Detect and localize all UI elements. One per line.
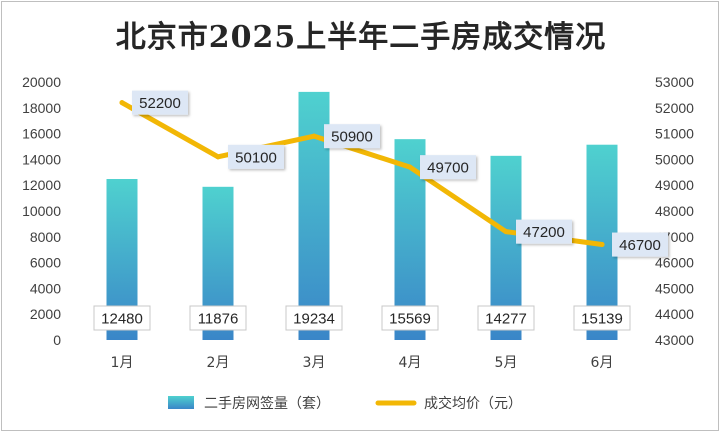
left-tick-label: 18000 bbox=[22, 100, 61, 116]
category-label: 4月 bbox=[399, 355, 422, 371]
right-tick-label: 51000 bbox=[655, 126, 694, 142]
line-point bbox=[311, 133, 317, 139]
bar-value-text: 14277 bbox=[485, 311, 527, 328]
bar-data-label: 15139 bbox=[573, 305, 631, 331]
legend: 二手房网签量（套） 成交均价（元） bbox=[168, 395, 522, 412]
right-tick-label: 49000 bbox=[655, 177, 694, 193]
line-value-text: 49700 bbox=[427, 160, 469, 177]
x-axis: 1月 2月 3月 4月 5月 6月 bbox=[111, 355, 614, 371]
legend-bar-swatch bbox=[168, 396, 194, 409]
right-axis: 4300044000450004600047000480004900050000… bbox=[655, 74, 694, 348]
right-tick-label: 48000 bbox=[655, 203, 694, 219]
bar-value-text: 15139 bbox=[581, 311, 623, 328]
line-value-text: 50100 bbox=[235, 149, 277, 166]
right-tick-label: 52000 bbox=[655, 100, 694, 116]
bar-data-label: 11876 bbox=[189, 305, 247, 331]
line-value-text: 47200 bbox=[523, 224, 565, 241]
left-axis: 0 2000 4000 6000 8000 10000 12000 14000 16000 180… bbox=[22, 74, 61, 348]
line-point bbox=[119, 100, 125, 106]
category-label: 2月 bbox=[207, 355, 230, 371]
legend-line-label: 成交均价（元） bbox=[424, 395, 522, 412]
line-data-label: 49700 bbox=[420, 155, 476, 180]
line-data-label: 50100 bbox=[228, 144, 284, 169]
right-tick-label: 46000 bbox=[655, 255, 694, 271]
left-tick-label: 10000 bbox=[22, 203, 61, 219]
legend-bar-label: 二手房网签量（套） bbox=[204, 395, 330, 412]
line-data-label: 52200 bbox=[132, 90, 188, 115]
right-tick-label: 44000 bbox=[655, 306, 694, 322]
bar-value-text: 15569 bbox=[389, 311, 431, 328]
left-tick-label: 2000 bbox=[30, 306, 61, 322]
category-label: 1月 bbox=[111, 355, 134, 371]
category-label: 5月 bbox=[495, 355, 518, 371]
line-point bbox=[503, 229, 509, 235]
line-point bbox=[407, 164, 413, 170]
left-tick-label: 14000 bbox=[22, 151, 61, 167]
left-tick-label: 12000 bbox=[22, 177, 61, 193]
category-label: 3月 bbox=[303, 355, 326, 371]
line-value-text: 52200 bbox=[139, 95, 181, 112]
left-tick-label: 6000 bbox=[30, 255, 61, 271]
bar-data-label: 14277 bbox=[477, 305, 535, 331]
right-tick-label: 53000 bbox=[655, 74, 694, 90]
line-point bbox=[599, 242, 605, 248]
left-tick-label: 20000 bbox=[22, 74, 61, 90]
left-tick-label: 8000 bbox=[30, 229, 61, 245]
line-value-text: 50900 bbox=[331, 129, 373, 146]
chart-title: 北京市2025上半年二手房成交情况 bbox=[115, 20, 607, 55]
line-data-label: 50900 bbox=[324, 124, 380, 149]
right-tick-label: 45000 bbox=[655, 280, 694, 296]
right-tick-label: 50000 bbox=[655, 151, 694, 167]
bar-value-text: 11876 bbox=[198, 311, 239, 328]
line-data-labels: 52200 50100 50900 49700 47200 46700 bbox=[132, 90, 668, 257]
category-label: 6月 bbox=[591, 355, 614, 371]
bar-data-label: 15569 bbox=[381, 305, 439, 331]
right-tick-label: 43000 bbox=[655, 332, 694, 348]
line-data-label: 47200 bbox=[516, 219, 572, 244]
bar-value-text: 12480 bbox=[101, 311, 143, 328]
left-tick-label: 4000 bbox=[30, 280, 61, 296]
bar-value-text: 19234 bbox=[293, 311, 335, 328]
left-tick-label: 0 bbox=[53, 332, 61, 348]
bar-data-label: 19234 bbox=[285, 305, 343, 331]
bar-data-labels: 12480 11876 19234 15569 14277 15139 bbox=[93, 305, 631, 331]
left-tick-label: 16000 bbox=[22, 126, 61, 142]
line-point bbox=[215, 154, 221, 160]
line-data-label: 46700 bbox=[612, 232, 668, 257]
line-value-text: 46700 bbox=[619, 237, 661, 254]
bar-data-label: 12480 bbox=[93, 305, 151, 331]
